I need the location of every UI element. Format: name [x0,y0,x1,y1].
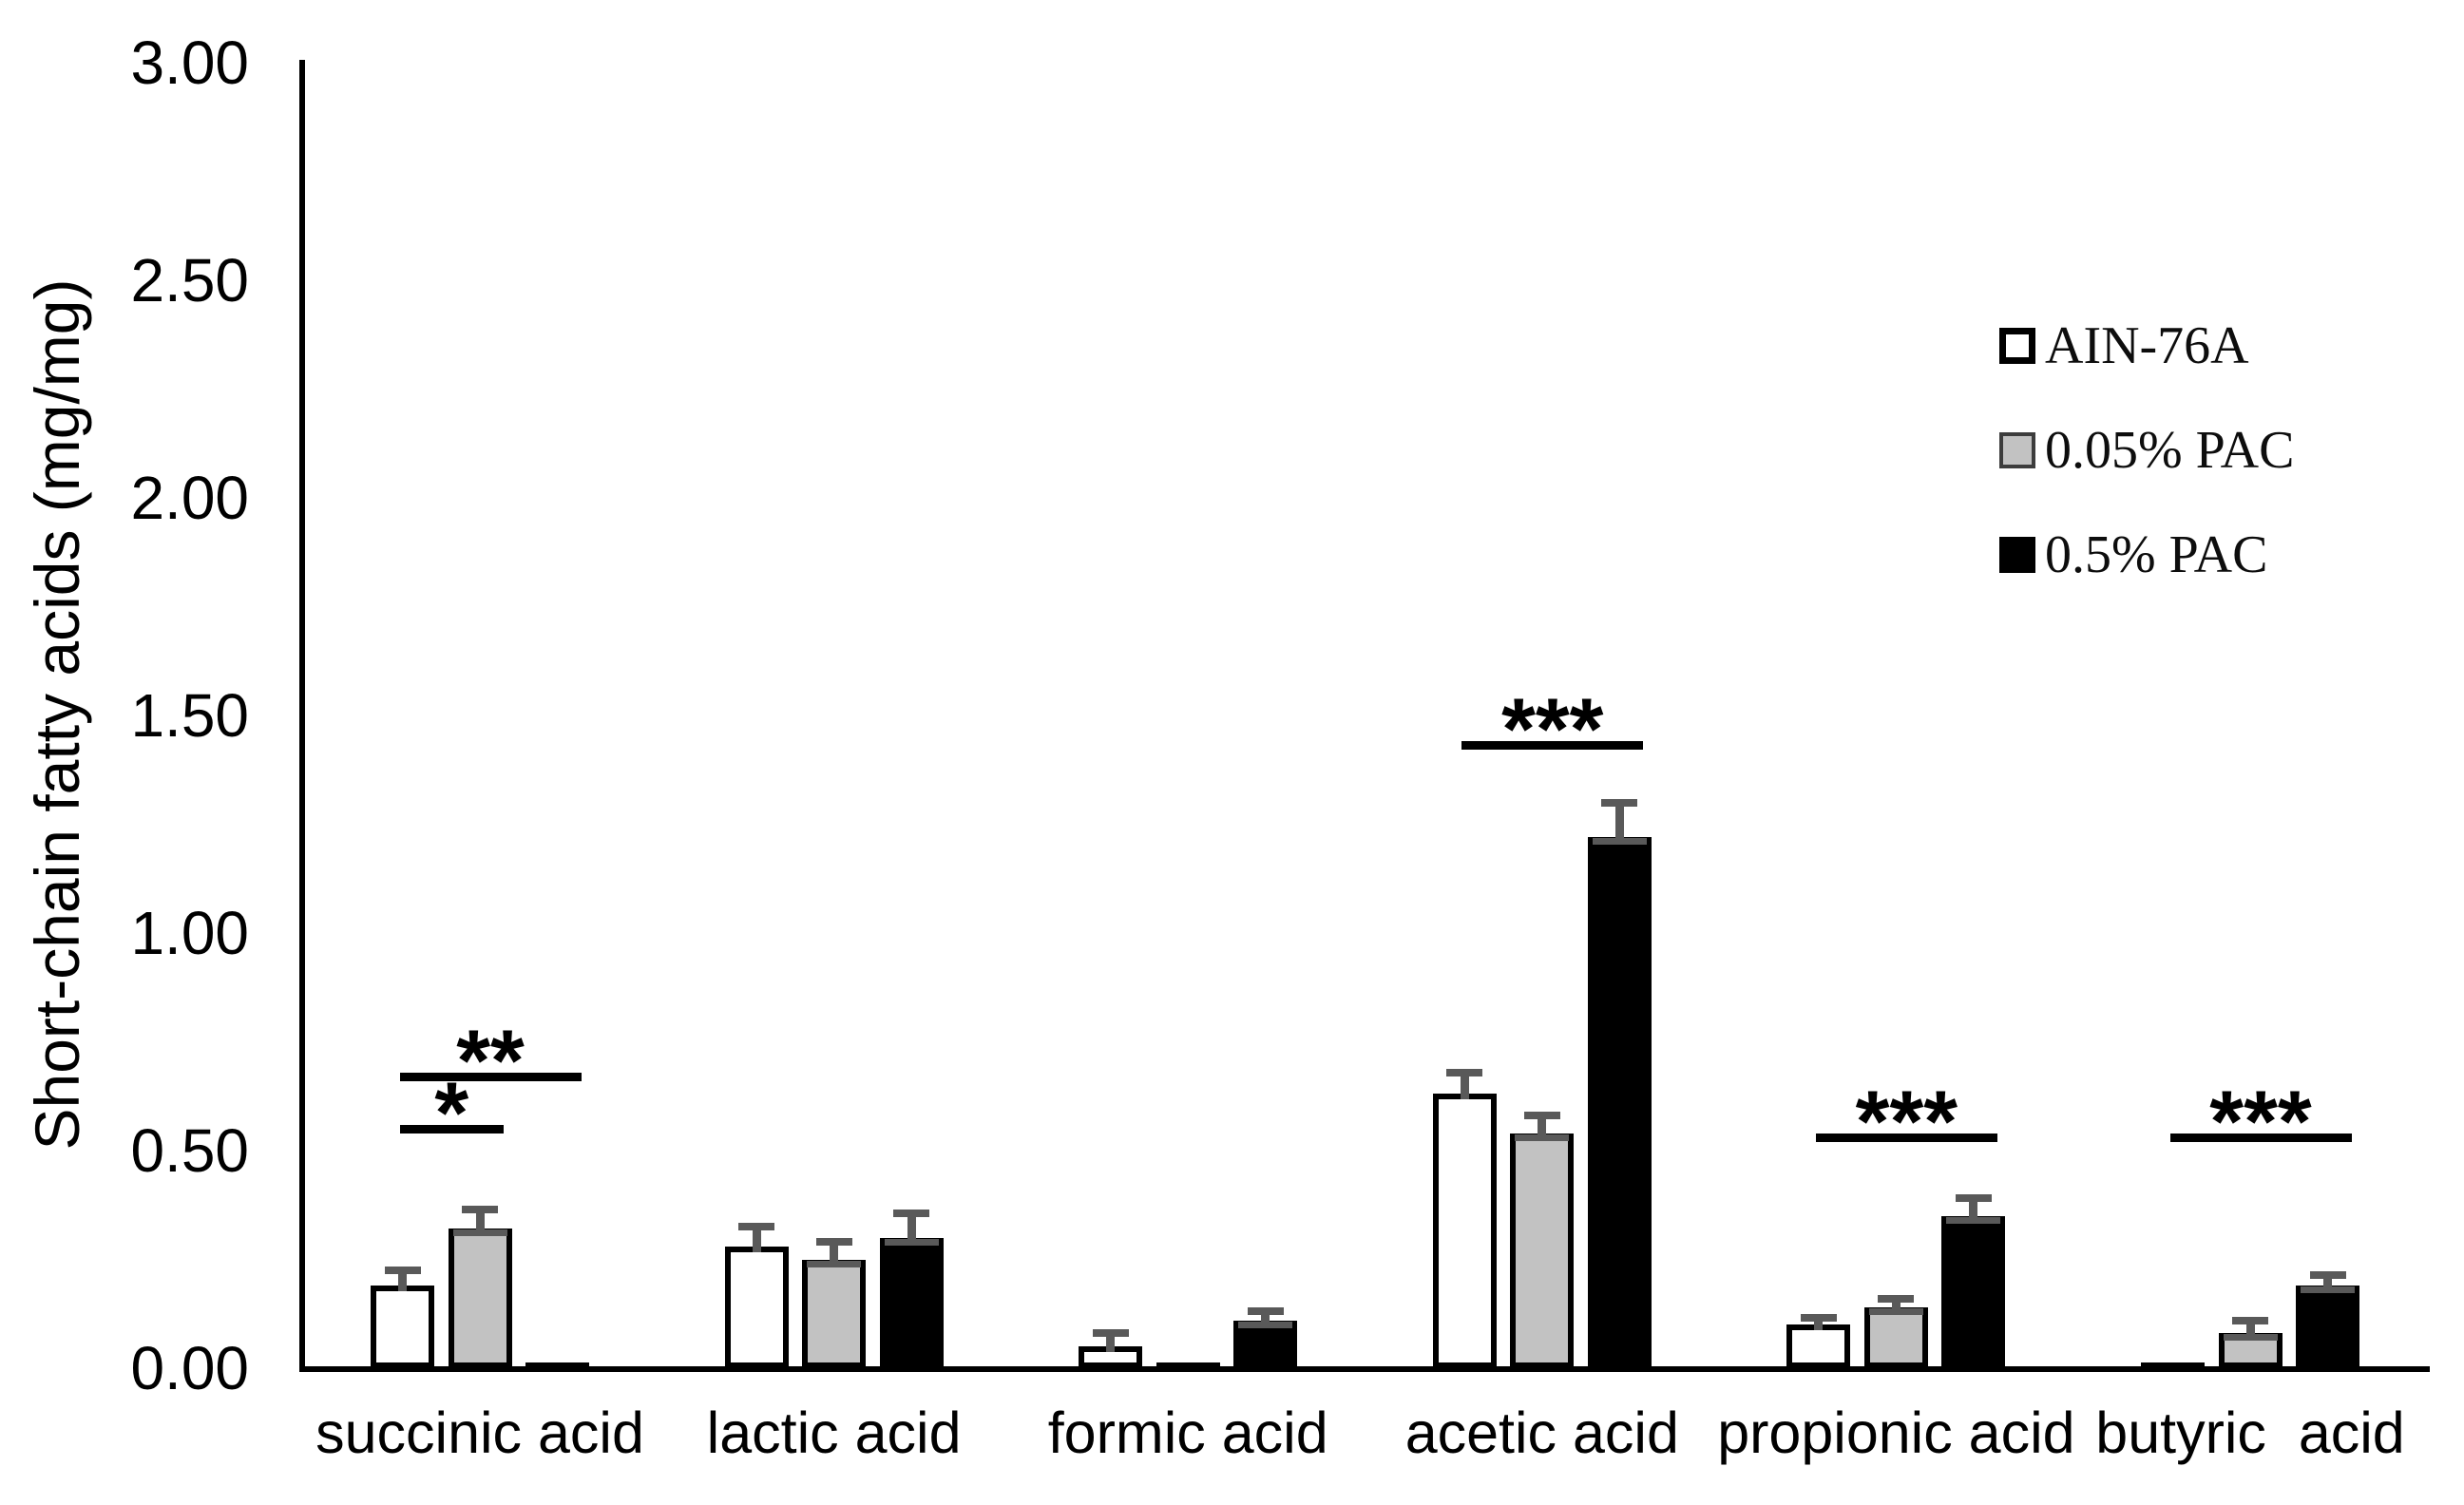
error-bar-0-05-pac-acetic-acid-cap [1523,1112,1560,1120]
bar-ain-76a-propionic-acid [1786,1324,1851,1368]
error-bar-0-05-pac-acetic-acid-stem [1538,1115,1547,1139]
significance-succinic-acid-1-stars: * [434,1064,469,1162]
error-bar-ain-76a-acetic-acid-stem [1460,1072,1469,1100]
legend-swatch-0-5-pac [1999,537,2035,573]
error-bar-0-05-pac-butyric-acid-cap [2232,1316,2268,1324]
bar-0-5-pac-lactic-acid [879,1237,944,1368]
error-bar-0-5-pac-acetic-acid-cap [1601,798,1638,807]
error-bar-0-5-pac-butyric-acid-stem [2323,1274,2332,1291]
significance-butyric-acid-4-line [2169,1133,2352,1142]
bar-0-05-pac-acetic-acid [1510,1133,1575,1368]
error-bar-0-05-pac-propionic-acid-stem [1891,1298,1901,1313]
error-bar-0-05-pac-propionic-acid-base-cap [1868,1307,1923,1315]
significance-propionic-acid-3-stars: *** [1855,1073,1958,1171]
error-bar-0-05-pac-butyric-acid-base-cap [2223,1334,2278,1342]
error-bar-ain-76a-propionic-acid-cap [1800,1314,1837,1323]
error-bar-ain-76a-acetic-acid-cap [1446,1068,1483,1076]
x-axis-line [299,1366,2430,1372]
error-bar-ain-76a-propionic-acid-stem [1814,1318,1824,1331]
significance-succinic-acid-1-line [399,1124,504,1134]
legend-swatch-0-05-pac [1999,432,2035,468]
error-bar-0-5-pac-formic-acid-cap [1247,1307,1284,1316]
error-bar-0-5-pac-lactic-acid-base-cap [884,1238,939,1246]
legend-label-ain-76a: AIN-76A [2045,316,2249,375]
bar-ain-76a-acetic-acid [1432,1094,1497,1368]
category-label-lactic-acid: lactic acid [706,1400,962,1465]
legend-label-0-05-pac: 0.05% PAC [2045,421,2295,480]
y-tick-label-2-00: 2.00 [130,464,249,532]
category-label-butyric-acid: butyric acid [2095,1400,2405,1465]
bar-0-5-pac-succinic-acid [525,1362,589,1368]
error-bar-0-5-pac-lactic-acid-stem [907,1213,916,1244]
significance-succinic-acid-0-line [399,1072,582,1081]
error-bar-0-05-pac-lactic-acid-cap [815,1238,852,1247]
error-bar-0-5-pac-formic-acid-base-cap [1238,1321,1293,1328]
significance-acetic-acid-2-line [1461,741,1644,751]
y-tick-label-0-00: 0.00 [130,1334,249,1402]
significance-succinic-acid-0-stars: ** [456,1012,525,1110]
error-bar-0-5-pac-propionic-acid-stem [1969,1198,1978,1222]
bar-0-05-pac-formic-acid [1156,1362,1220,1368]
error-bar-0-05-pac-butyric-acid-stem [2245,1320,2255,1340]
category-label-succinic-acid: succinic acid [315,1400,644,1465]
error-bar-0-5-pac-acetic-acid-base-cap [1592,838,1647,846]
error-bar-0-05-pac-succinic-acid-base-cap [452,1229,507,1237]
error-bar-ain-76a-succinic-acid-stem [398,1269,407,1291]
bar-0-05-pac-lactic-acid [802,1259,867,1368]
legend-item-0-5-pac: 0.5% PAC [1999,525,2294,584]
y-tick-label-0-50: 0.50 [130,1116,249,1185]
error-bar-0-05-pac-lactic-acid-stem [830,1242,839,1266]
error-bar-0-5-pac-butyric-acid-cap [2309,1270,2346,1279]
legend-item-ain-76a: AIN-76A [1999,316,2294,375]
error-bar-0-05-pac-succinic-acid-cap [462,1205,498,1213]
error-bar-0-5-pac-butyric-acid-base-cap [2301,1286,2355,1293]
y-axis-title: Short-chain fatty acids (mg/mg) [22,278,92,1151]
category-label-acetic-acid: acetic acid [1404,1400,1679,1465]
legend-swatch-ain-76a [1999,328,2035,364]
y-tick-label-1-50: 1.50 [130,681,249,750]
y-tick-label-1-00: 1.00 [130,899,249,967]
significance-propionic-acid-3-line [1815,1133,1997,1142]
y-tick-label-3-00: 3.00 [130,29,249,97]
error-bar-0-5-pac-formic-acid-stem [1261,1311,1270,1326]
bar-ain-76a-lactic-acid [724,1246,789,1368]
error-bar-ain-76a-lactic-acid-stem [752,1227,761,1252]
bar-0-5-pac-butyric-acid [2296,1285,2359,1368]
error-bar-ain-76a-lactic-acid-cap [738,1223,775,1231]
error-bar-0-05-pac-lactic-acid-base-cap [807,1260,862,1267]
bar-0-5-pac-acetic-acid [1587,837,1652,1368]
significance-butyric-acid-4-stars: *** [2209,1073,2312,1171]
error-bar-0-05-pac-succinic-acid-stem [475,1209,485,1235]
bar-ain-76a-butyric-acid [2141,1362,2205,1368]
legend-label-0-5-pac: 0.5% PAC [2045,525,2268,584]
error-bar-ain-76a-succinic-acid-cap [384,1266,421,1274]
legend: AIN-76A 0.05% PAC 0.5% PAC [1999,316,2294,635]
error-bar-0-5-pac-lactic-acid-cap [893,1210,930,1218]
legend-item-0-05-pac: 0.05% PAC [1999,421,2294,480]
error-bar-ain-76a-formic-acid-cap [1092,1329,1129,1338]
bar-0-5-pac-propionic-acid [1941,1215,2006,1368]
bar-0-05-pac-propionic-acid [1863,1306,1928,1368]
category-label-propionic-acid: propionic acid [1717,1400,2075,1465]
bar-0-05-pac-succinic-acid [448,1229,512,1368]
error-bar-0-5-pac-propionic-acid-base-cap [1946,1216,2001,1224]
error-bar-0-5-pac-acetic-acid-stem [1614,802,1624,844]
bar-ain-76a-succinic-acid [371,1285,434,1368]
category-label-formic-acid: formic acid [1047,1400,1328,1465]
y-tick-label-2-50: 2.50 [130,246,249,314]
y-axis-line [299,60,305,1372]
error-bar-0-5-pac-propionic-acid-cap [1955,1194,1992,1203]
error-bar-0-05-pac-propionic-acid-cap [1878,1294,1915,1303]
significance-acetic-acid-2-stars: *** [1501,681,1604,779]
error-bar-0-05-pac-acetic-acid-base-cap [1515,1134,1570,1141]
error-bar-ain-76a-formic-acid-stem [1106,1333,1116,1353]
